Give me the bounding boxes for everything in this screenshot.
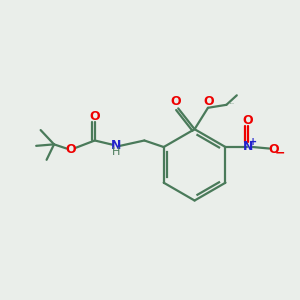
Text: H: H: [112, 147, 120, 158]
Text: methyl: methyl: [230, 103, 235, 104]
Text: O: O: [65, 142, 76, 156]
Text: O: O: [171, 95, 182, 108]
Text: N: N: [243, 140, 253, 153]
Text: −: −: [274, 147, 285, 160]
Text: O: O: [89, 110, 100, 123]
Text: O: O: [268, 142, 279, 156]
Text: O: O: [204, 95, 214, 108]
Text: +: +: [249, 137, 257, 147]
Text: N: N: [111, 139, 121, 152]
Text: O: O: [242, 114, 253, 127]
